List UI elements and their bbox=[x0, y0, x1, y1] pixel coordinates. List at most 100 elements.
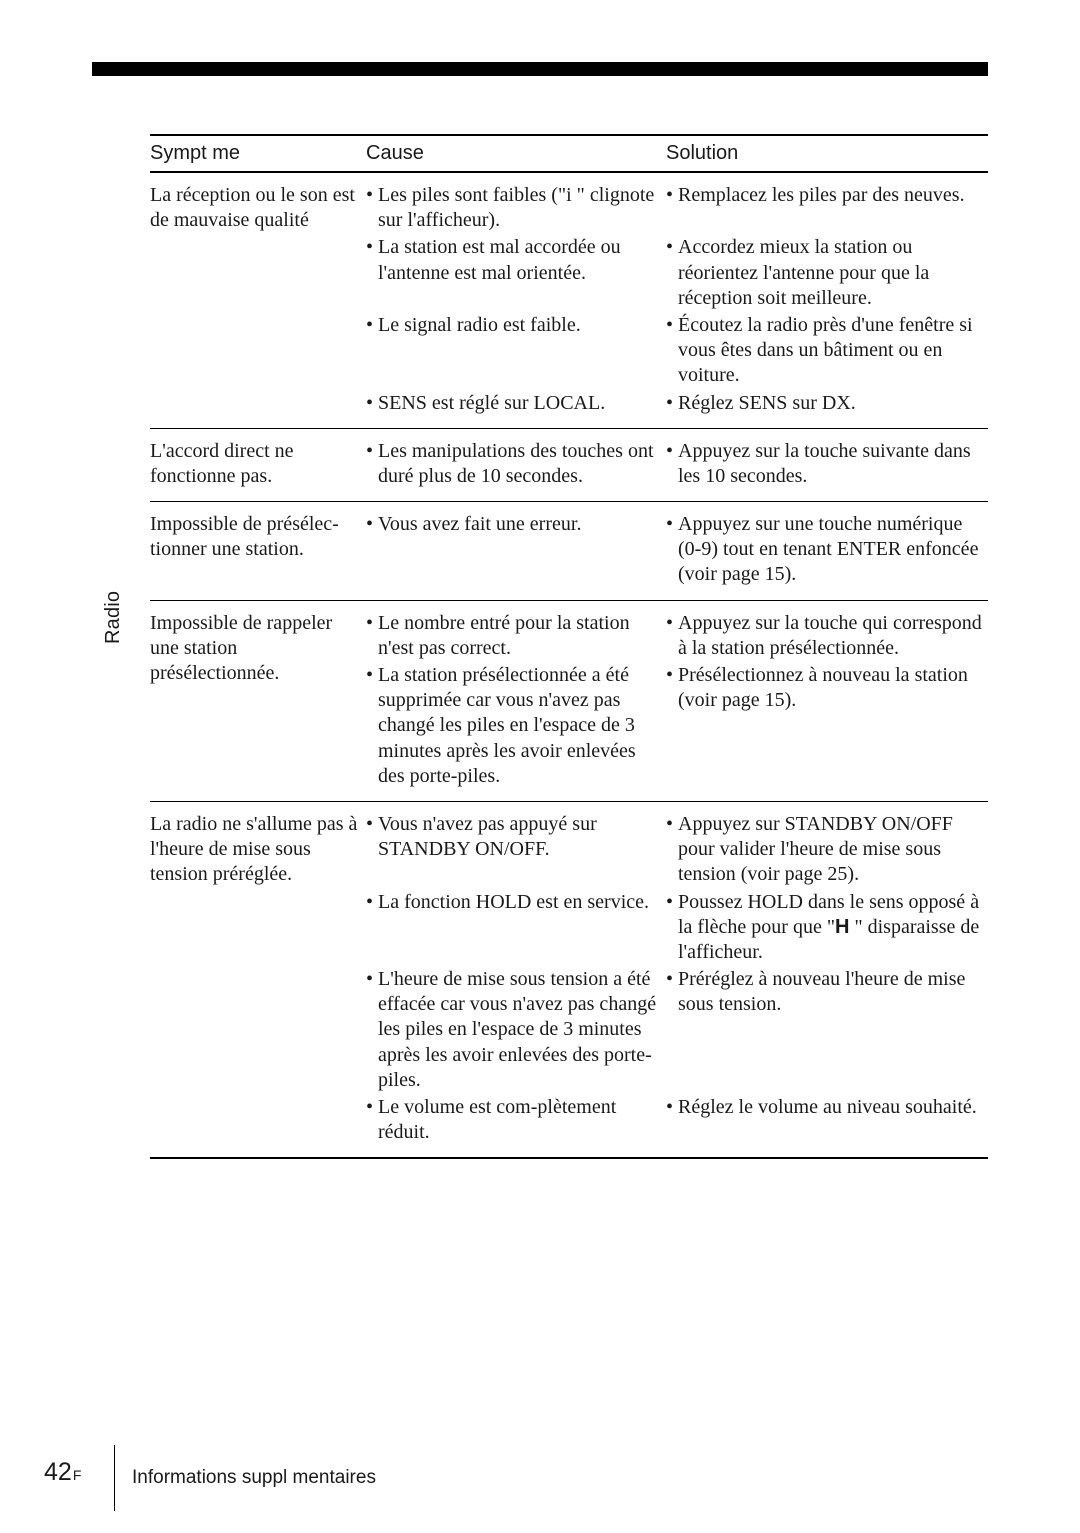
bullet-dot: • bbox=[366, 183, 378, 208]
cause: •Le nombre entré pour la station n'est p… bbox=[366, 611, 666, 661]
solution: •Appuyez sur une touche numérique (0-9) … bbox=[666, 512, 984, 588]
bullet-dot: • bbox=[666, 890, 678, 915]
cause: •SENS est réglé sur LOCAL. bbox=[366, 391, 666, 416]
bullet: •Préréglez à nouveau l'heure de mise sou… bbox=[666, 967, 984, 1017]
bullet: •La fonction HOLD est en service. bbox=[366, 890, 660, 915]
bullet-text: Appuyez sur la touche qui correspond à l… bbox=[678, 611, 984, 661]
cause-solution-pair: •Vous avez fait une erreur.•Appuyez sur … bbox=[366, 512, 988, 588]
cause-solution-pair: •Le nombre entré pour la station n'est p… bbox=[366, 611, 988, 661]
bullet: •Vous n'avez pas appuyé sur STANDBY ON/O… bbox=[366, 812, 660, 862]
cause: •La station présélectionnée a été suppri… bbox=[366, 663, 666, 789]
bullet-text: Écoutez la radio près d'une fenêtre si v… bbox=[678, 313, 984, 389]
bullet-dot: • bbox=[366, 439, 378, 464]
bullet: •Vous avez fait une erreur. bbox=[366, 512, 660, 537]
footer-divider bbox=[114, 1445, 115, 1511]
solution: •Accordez mieux la station ou réorientez… bbox=[666, 235, 984, 311]
symptom-cell: La réception ou le son est de mauvaise q… bbox=[150, 172, 366, 428]
bullet: •Le nombre entré pour la station n'est p… bbox=[366, 611, 660, 661]
symptom-cell: Impossible de présélec-tionner une stati… bbox=[150, 502, 366, 601]
cause-solution-pair: •Les piles sont faibles ("i " clignote s… bbox=[366, 183, 988, 233]
bullet-dot: • bbox=[666, 439, 678, 464]
bullet: •L'heure de mise sous tension a été effa… bbox=[366, 967, 660, 1093]
bullet-dot: • bbox=[666, 391, 678, 416]
solution: •Réglez SENS sur DX. bbox=[666, 391, 984, 416]
bullet-text: Accordez mieux la station ou réorientez … bbox=[678, 235, 984, 311]
cause-solution-pair: •La station présélectionnée a été suppri… bbox=[366, 663, 988, 789]
solution: •Présélectionnez à nouveau la station (v… bbox=[666, 663, 984, 713]
bullet-text: Appuyez sur une touche numérique (0-9) t… bbox=[678, 512, 984, 588]
solution: •Écoutez la radio près d'une fenêtre si … bbox=[666, 313, 984, 389]
bullet-dot: • bbox=[366, 313, 378, 338]
bullet: •Poussez HOLD dans le sens opposé à la f… bbox=[666, 890, 984, 966]
bullet-text: Vous avez fait une erreur. bbox=[378, 512, 660, 537]
table-row: L'accord direct ne fonctionne pas.•Les m… bbox=[150, 428, 988, 501]
bullet-text: Le nombre entré pour la station n'est pa… bbox=[378, 611, 660, 661]
solution: •Appuyez sur STANDBY ON/OFF pour valider… bbox=[666, 812, 984, 888]
bullet-dot: • bbox=[366, 890, 378, 915]
bullet-dot: • bbox=[666, 663, 678, 688]
side-label: Radio bbox=[102, 591, 125, 644]
cause-solution-cell: •Les piles sont faibles ("i " clignote s… bbox=[366, 172, 988, 428]
bullet-dot: • bbox=[666, 512, 678, 537]
cause: •Le volume est com-plètement réduit. bbox=[366, 1095, 666, 1145]
bullet-dot: • bbox=[666, 1095, 678, 1120]
bullet-text: Préréglez à nouveau l'heure de mise sous… bbox=[678, 967, 984, 1017]
bullet: •Les manipulations des touches ont duré … bbox=[366, 439, 660, 489]
bullet-text: La station présélectionnée a été supprim… bbox=[378, 663, 660, 789]
bullet-text: Réglez SENS sur DX. bbox=[678, 391, 984, 416]
footer: 42F bbox=[44, 1458, 81, 1487]
bullet-dot: • bbox=[366, 1095, 378, 1120]
bullet-dot: • bbox=[366, 391, 378, 416]
cause-solution-cell: •Le nombre entré pour la station n'est p… bbox=[366, 600, 988, 801]
bullet-text: Les manipulations des touches ont duré p… bbox=[378, 439, 660, 489]
side-label-wrap: Radio bbox=[92, 134, 150, 1159]
cause-solution-pair: •L'heure de mise sous tension a été effa… bbox=[366, 967, 988, 1093]
cause: •Le signal radio est faible. bbox=[366, 313, 666, 338]
bullet-dot: • bbox=[666, 235, 678, 260]
bullet-dot: • bbox=[366, 235, 378, 260]
bullet: •La station présélectionnée a été suppri… bbox=[366, 663, 660, 789]
cause-solution-pair: •SENS est réglé sur LOCAL.•Réglez SENS s… bbox=[366, 391, 988, 416]
solution: •Réglez le volume au niveau souhaité. bbox=[666, 1095, 984, 1120]
solution: •Remplacez les piles par des neuves. bbox=[666, 183, 984, 208]
bullet-text: Réglez le volume au niveau souhaité. bbox=[678, 1095, 984, 1120]
bullet: •Réglez SENS sur DX. bbox=[666, 391, 984, 416]
bullet-dot: • bbox=[666, 183, 678, 208]
cause-solution-cell: •Vous n'avez pas appuyé sur STANDBY ON/O… bbox=[366, 801, 988, 1158]
cause-solution-pair: •Vous n'avez pas appuyé sur STANDBY ON/O… bbox=[366, 812, 988, 888]
bullet: •Remplacez les piles par des neuves. bbox=[666, 183, 984, 208]
page-number: 42 bbox=[44, 1458, 72, 1487]
symptom-cell: L'accord direct ne fonctionne pas. bbox=[150, 428, 366, 501]
page-sup: F bbox=[73, 1467, 82, 1483]
table-row: La radio ne s'allume pas à l'heure de mi… bbox=[150, 801, 988, 1158]
table-row: Impossible de rappeler une station présé… bbox=[150, 600, 988, 801]
solution: •Poussez HOLD dans le sens opposé à la f… bbox=[666, 890, 984, 966]
solution: •Préréglez à nouveau l'heure de mise sou… bbox=[666, 967, 984, 1017]
bullet-text: SENS est réglé sur LOCAL. bbox=[378, 391, 660, 416]
cause: •L'heure de mise sous tension a été effa… bbox=[366, 967, 666, 1093]
footer-section: Informations suppl mentaires bbox=[132, 1467, 376, 1489]
bullet: •Écoutez la radio près d'une fenêtre si … bbox=[666, 313, 984, 389]
table-row: La réception ou le son est de mauvaise q… bbox=[150, 172, 988, 428]
bullet: •Appuyez sur la touche suivante dans les… bbox=[666, 439, 984, 489]
symptom-cell: Impossible de rappeler une station présé… bbox=[150, 600, 366, 801]
bullet-dot: • bbox=[366, 611, 378, 636]
bullet: •Le signal radio est faible. bbox=[366, 313, 660, 338]
bullet-text: La station est mal accordée ou l'antenne… bbox=[378, 235, 660, 285]
bullet: •Appuyez sur la touche qui correspond à … bbox=[666, 611, 984, 661]
cause-solution-pair: •Le volume est com-plètement réduit.•Rég… bbox=[366, 1095, 988, 1145]
bullet: •Présélectionnez à nouveau la station (v… bbox=[666, 663, 984, 713]
symptom-cell: La radio ne s'allume pas à l'heure de mi… bbox=[150, 801, 366, 1158]
bullet-text: Appuyez sur la touche suivante dans les … bbox=[678, 439, 984, 489]
bullet: •Accordez mieux la station ou réorientez… bbox=[666, 235, 984, 311]
bullet-text: Présélectionnez à nouveau la station (vo… bbox=[678, 663, 984, 713]
bullet-dot: • bbox=[666, 967, 678, 992]
cause: •La fonction HOLD est en service. bbox=[366, 890, 666, 915]
bullet: •Les piles sont faibles ("i " clignote s… bbox=[366, 183, 660, 233]
bullet-text: Remplacez les piles par des neuves. bbox=[678, 183, 984, 208]
col-symptom: Sympt me bbox=[150, 135, 366, 172]
bullet-text: Vous n'avez pas appuyé sur STANDBY ON/OF… bbox=[378, 812, 660, 862]
bullet-dot: • bbox=[366, 812, 378, 837]
bullet: •La station est mal accordée ou l'antenn… bbox=[366, 235, 660, 285]
bullet-dot: • bbox=[666, 313, 678, 338]
